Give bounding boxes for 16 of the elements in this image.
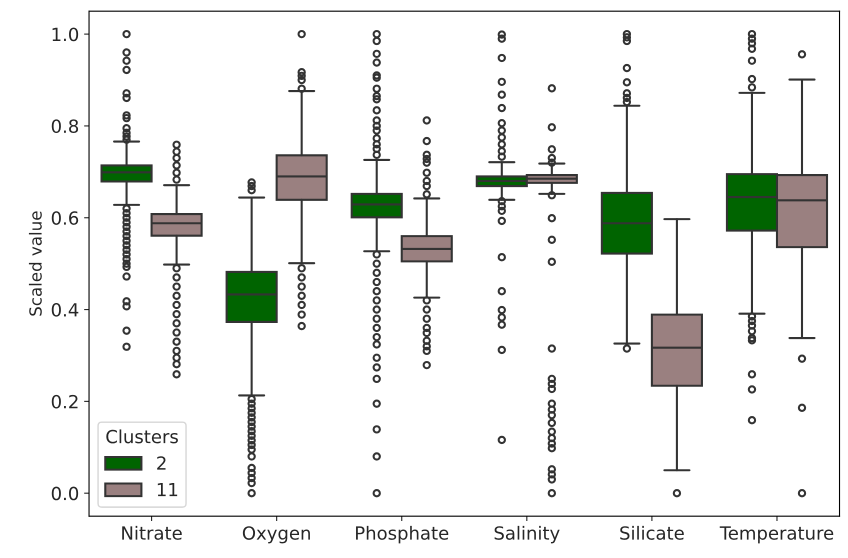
legend-label: 2 bbox=[157, 456, 166, 470]
x-tick-label: Salinity bbox=[494, 526, 560, 544]
y-tick-label: 1.0 bbox=[52, 28, 78, 42]
x-tick-label: Nitrate bbox=[122, 526, 182, 540]
legend-title: Clusters bbox=[106, 429, 178, 444]
y-tick-label: 0.2 bbox=[52, 394, 78, 408]
y-tick-label: 0.4 bbox=[52, 303, 78, 317]
x-tick-label: Oxygen bbox=[242, 526, 310, 544]
x-tick-label: Temperature bbox=[720, 526, 834, 544]
x-tick-label: Phosphate bbox=[356, 526, 448, 544]
y-tick-label: 0.6 bbox=[52, 211, 78, 225]
legend-label: 11 bbox=[158, 482, 178, 496]
y-tick-label: 0.8 bbox=[52, 119, 78, 134]
y-axis-title: Scaled value bbox=[28, 211, 42, 316]
y-tick-label: 0.0 bbox=[52, 486, 78, 500]
x-tick-label: Silicate bbox=[620, 526, 684, 540]
